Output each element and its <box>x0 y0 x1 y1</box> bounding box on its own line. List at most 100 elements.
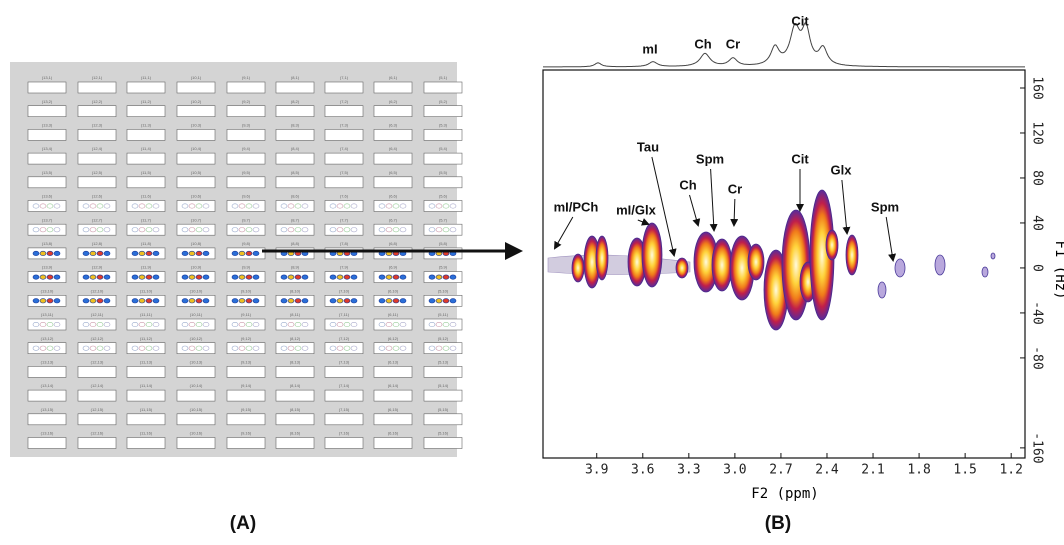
voxel-peak <box>252 227 260 233</box>
voxel-peak <box>202 203 210 209</box>
cell-label: (7,12) <box>339 336 350 341</box>
voxel <box>176 389 216 402</box>
voxel-peak <box>294 203 302 209</box>
voxel-peak <box>138 227 146 233</box>
voxel-peak <box>399 345 407 351</box>
cell-label: (8,5) <box>291 170 300 175</box>
voxel <box>324 176 364 189</box>
cell-label: (6,4) <box>389 146 398 151</box>
voxel <box>126 389 166 402</box>
peak-label: Glx <box>831 162 853 177</box>
voxel-peak <box>428 203 436 209</box>
voxel-peak <box>245 203 253 209</box>
cell-label: (11,15) <box>140 407 153 412</box>
voxel-peak <box>336 203 344 209</box>
cell-label: (8,16) <box>290 431 301 436</box>
x-tick-label: 1.5 <box>953 463 976 478</box>
cell-label: (7,1) <box>340 75 349 80</box>
voxel-peak <box>145 298 153 304</box>
x-tick-label: 2.4 <box>815 463 839 478</box>
cell-label: (12,13) <box>91 359 104 364</box>
voxel-peak <box>152 203 160 209</box>
voxel-peak <box>181 227 189 233</box>
voxel-peak <box>343 203 351 209</box>
voxel-peak <box>152 345 160 351</box>
voxel-peak <box>287 345 295 351</box>
cell-label: (7,9) <box>340 265 349 270</box>
voxel-peak <box>343 298 351 304</box>
cell-label: (6,15) <box>388 407 399 412</box>
cell-label: (5,3) <box>439 122 448 127</box>
voxel-peak <box>39 250 47 256</box>
voxel-peak <box>103 227 111 233</box>
cell-label: (9,10) <box>241 288 252 293</box>
voxel <box>27 152 67 165</box>
voxel-peak <box>294 274 302 280</box>
voxel-peak <box>287 298 295 304</box>
voxel-peak <box>96 203 104 209</box>
cell-label: (12,15) <box>91 407 104 412</box>
peak-label: Tau <box>637 139 659 154</box>
voxel <box>373 81 413 94</box>
voxel <box>27 413 67 426</box>
voxel <box>275 105 315 117</box>
voxel-peak <box>336 274 344 280</box>
voxel-grid: (13,1) (12,1) (11,1) (10,1) (9,1) (8,1) (7,1) (… <box>27 75 463 449</box>
projection-spectrum <box>543 22 1025 68</box>
voxel-peak <box>152 250 160 256</box>
voxel-peak <box>428 274 436 280</box>
voxel-peak <box>202 298 210 304</box>
voxel <box>226 437 266 449</box>
cell-label: (12,7) <box>92 217 103 222</box>
cell-label: (10,10) <box>190 288 203 293</box>
voxel <box>27 129 67 141</box>
voxel-peak <box>53 227 61 233</box>
cell-label: (11,6) <box>141 194 152 199</box>
voxel-peak <box>442 321 450 327</box>
cell-label: (11,11) <box>140 312 153 317</box>
voxel <box>423 152 463 165</box>
voxel-peak <box>301 321 309 327</box>
x-tick-label: 2.7 <box>769 463 792 478</box>
voxel-peak <box>188 298 196 304</box>
panel-label: (A) <box>230 513 256 534</box>
voxel-peak <box>103 298 111 304</box>
cell-label: (5,8) <box>439 241 448 246</box>
voxel-peak <box>385 298 393 304</box>
voxel-peak <box>280 321 288 327</box>
cell-label: (13,10) <box>41 288 54 293</box>
cell-label: (8,15) <box>290 407 301 412</box>
cell-label: (9,11) <box>241 312 252 317</box>
voxel <box>27 105 67 117</box>
voxel <box>27 81 67 94</box>
cell-label: (7,8) <box>340 241 349 246</box>
voxel-peak <box>287 321 295 327</box>
voxel-peak <box>202 274 210 280</box>
voxel <box>373 152 413 165</box>
cell-label: (5,7) <box>439 217 448 222</box>
cell-label: (10,11) <box>190 312 203 317</box>
voxel-peak <box>46 345 54 351</box>
voxel-peak <box>46 203 54 209</box>
peak-label: Spm <box>871 199 899 214</box>
voxel <box>275 152 315 165</box>
peak-label: Ch <box>679 177 696 192</box>
voxel-peak <box>329 298 337 304</box>
y-tick-label: -160 <box>1030 432 1045 463</box>
cell-label: (13,8) <box>42 241 53 246</box>
cell-label: (8,4) <box>291 146 300 151</box>
voxel <box>126 413 166 426</box>
voxel-peak <box>53 203 61 209</box>
voxel-peak <box>89 203 97 209</box>
cell-label: (6,16) <box>388 431 399 436</box>
voxel <box>275 413 315 426</box>
voxel-peak <box>131 227 139 233</box>
voxel-peak <box>39 345 47 351</box>
voxel-peak <box>294 345 302 351</box>
voxel-peak <box>245 321 253 327</box>
voxel-peak <box>131 250 139 256</box>
x-tick-label: 2.1 <box>861 463 884 478</box>
cell-label: (8,10) <box>290 288 301 293</box>
voxel-peak <box>82 345 90 351</box>
